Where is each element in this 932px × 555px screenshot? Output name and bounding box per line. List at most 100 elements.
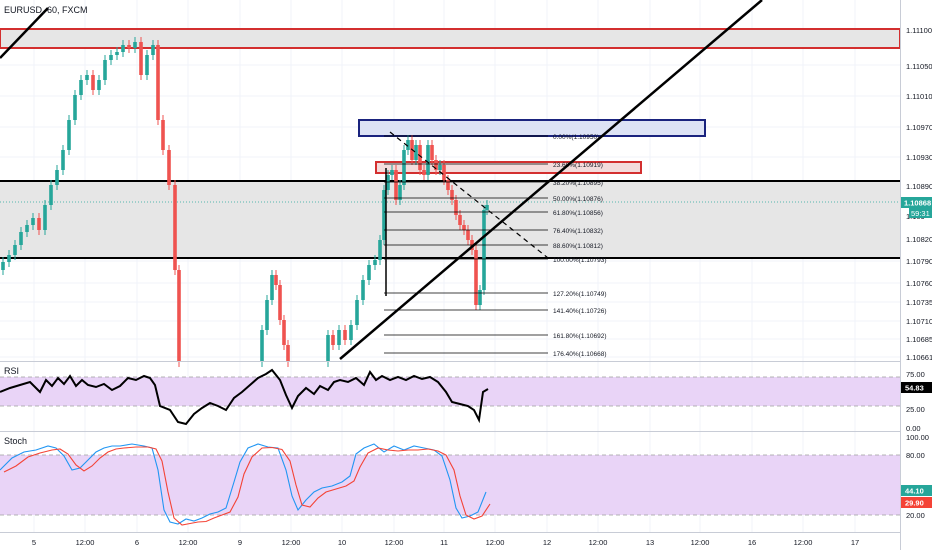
stoch-tick-label: 80.00 [906, 451, 925, 460]
candle-body [13, 245, 17, 255]
candle-body [133, 42, 137, 48]
fib-level-label: 88.60%(1.10812) [553, 243, 603, 250]
candlesticks [1, 37, 489, 367]
red-supply-box[interactable] [375, 161, 642, 174]
candle-body [19, 232, 23, 245]
candle-body [485, 205, 489, 210]
candle-body [402, 150, 406, 185]
price-tick-label: 1.11100 [906, 26, 932, 35]
candle-body [151, 45, 155, 55]
svg-text:1.10930: 1.10930 [906, 153, 932, 162]
candle-body [349, 325, 353, 340]
candle-body [156, 45, 160, 120]
time-tick-label: 5 [32, 538, 36, 547]
time-tick-label: 9 [238, 538, 242, 547]
time-tick-label: 11 [440, 538, 448, 547]
rsi-panel[interactable] [0, 368, 900, 426]
stoch-d-line[interactable] [3, 446, 491, 526]
candle-body [145, 55, 149, 75]
rsi-tick-label: 0.00 [906, 424, 921, 433]
time-tick-label: 12:00 [486, 538, 505, 547]
candle-body [434, 160, 438, 170]
support-zone[interactable] [0, 181, 900, 259]
candle-body [274, 275, 278, 285]
candle-body [43, 205, 47, 230]
svg-text:1.11010: 1.11010 [906, 92, 932, 101]
candle-body [161, 120, 165, 150]
svg-text:1.10685: 1.10685 [906, 335, 932, 344]
fib-level-label: 141.40%(1.10726) [553, 308, 607, 315]
candle-body [337, 330, 341, 345]
rsi-axis[interactable]: 75.00 25.00 0.00 54.83 [901, 370, 932, 433]
fibonacci-retracement[interactable]: 0.00%(1.10950) 23.60%(1.10919) 38.20%(1.10… [384, 134, 607, 358]
candle-body [55, 170, 59, 185]
candle-body [430, 145, 434, 160]
candle-body [414, 145, 418, 160]
candle-body [73, 95, 77, 120]
svg-text:1.11050: 1.11050 [906, 62, 932, 71]
candle-body [390, 170, 394, 175]
candle-body [7, 255, 11, 262]
candle-body [260, 330, 264, 362]
rsi-line[interactable] [0, 368, 489, 426]
stoch-panel[interactable] [0, 443, 900, 526]
candle-body [462, 225, 466, 230]
rsi-title: RSI [4, 366, 19, 376]
rsi-band [0, 377, 900, 406]
fib-level-label: 38.20%(1.10895) [553, 180, 603, 187]
candle-body [67, 120, 71, 150]
price-tick-label: 1.11050 [906, 62, 932, 71]
zones-layer [0, 28, 901, 259]
navy-supply-box[interactable] [358, 119, 706, 137]
stoch-d-label: 29.90 [905, 499, 924, 508]
trendline-upper-left[interactable] [0, 7, 49, 59]
price-tick-label: 1.10890 [906, 182, 932, 191]
candle-body [109, 55, 113, 60]
candle-body [367, 265, 371, 280]
svg-text:1.10970: 1.10970 [906, 123, 932, 132]
stoch-k-label: 44.10 [905, 487, 924, 496]
rsi-tick-label: 25.00 [906, 405, 925, 414]
fib-level-label: 127.20%(1.10749) [553, 291, 607, 298]
stoch-title: Stoch [4, 436, 27, 446]
time-tick-label: 12:00 [179, 538, 198, 547]
current-price-tag[interactable] [901, 197, 932, 208]
candle-body [121, 45, 125, 52]
candle-body [386, 175, 390, 190]
stoch-band [0, 455, 900, 515]
current-price-label: 1.10868 [904, 199, 931, 208]
time-axis[interactable]: 5 12:00 6 12:00 9 12:00 10 12:00 11 12:0… [32, 538, 859, 547]
time-tick-label: 12:00 [76, 538, 95, 547]
candle-body [91, 75, 95, 90]
candle-body [49, 185, 53, 205]
candle-body [97, 80, 101, 90]
price-tick-label: 1.11010 [906, 92, 932, 101]
fib-level-label: 50.00%(1.10876) [553, 196, 603, 203]
price-axis[interactable]: 1.11100 1.11050 1.11010 1.10970 1.10930 … [901, 26, 932, 362]
stoch-k-line[interactable] [0, 443, 487, 525]
rsi-value-label: 54.83 [905, 384, 924, 393]
candle-body [422, 170, 426, 175]
trendline-dashed-descending[interactable] [389, 131, 549, 259]
time-tick-label: 13 [646, 538, 654, 547]
countdown-label: 59:31 [911, 209, 930, 218]
candle-body [398, 185, 402, 200]
fib-level-label: 0.00%(1.10950) [553, 134, 599, 141]
time-tick-label: 6 [135, 538, 139, 547]
candle-body [474, 250, 478, 305]
candle-body [37, 218, 41, 230]
time-tick-label: 12:00 [589, 538, 608, 547]
candle-body [177, 270, 181, 362]
fib-level-label: 23.60%(1.10919) [553, 162, 603, 169]
candle-body [438, 165, 442, 170]
candle-body [115, 52, 119, 55]
svg-text:1.10820: 1.10820 [906, 235, 932, 244]
price-tick-label: 1.10970 [906, 123, 932, 132]
trendline-ascending[interactable] [339, 0, 763, 360]
rsi-tick-label: 75.00 [906, 370, 925, 379]
candle-body [31, 218, 35, 225]
stoch-axis[interactable]: 100.00 80.00 20.00 44.10 29.90 [901, 433, 932, 520]
candle-body [25, 225, 29, 232]
candle-body [406, 140, 410, 150]
